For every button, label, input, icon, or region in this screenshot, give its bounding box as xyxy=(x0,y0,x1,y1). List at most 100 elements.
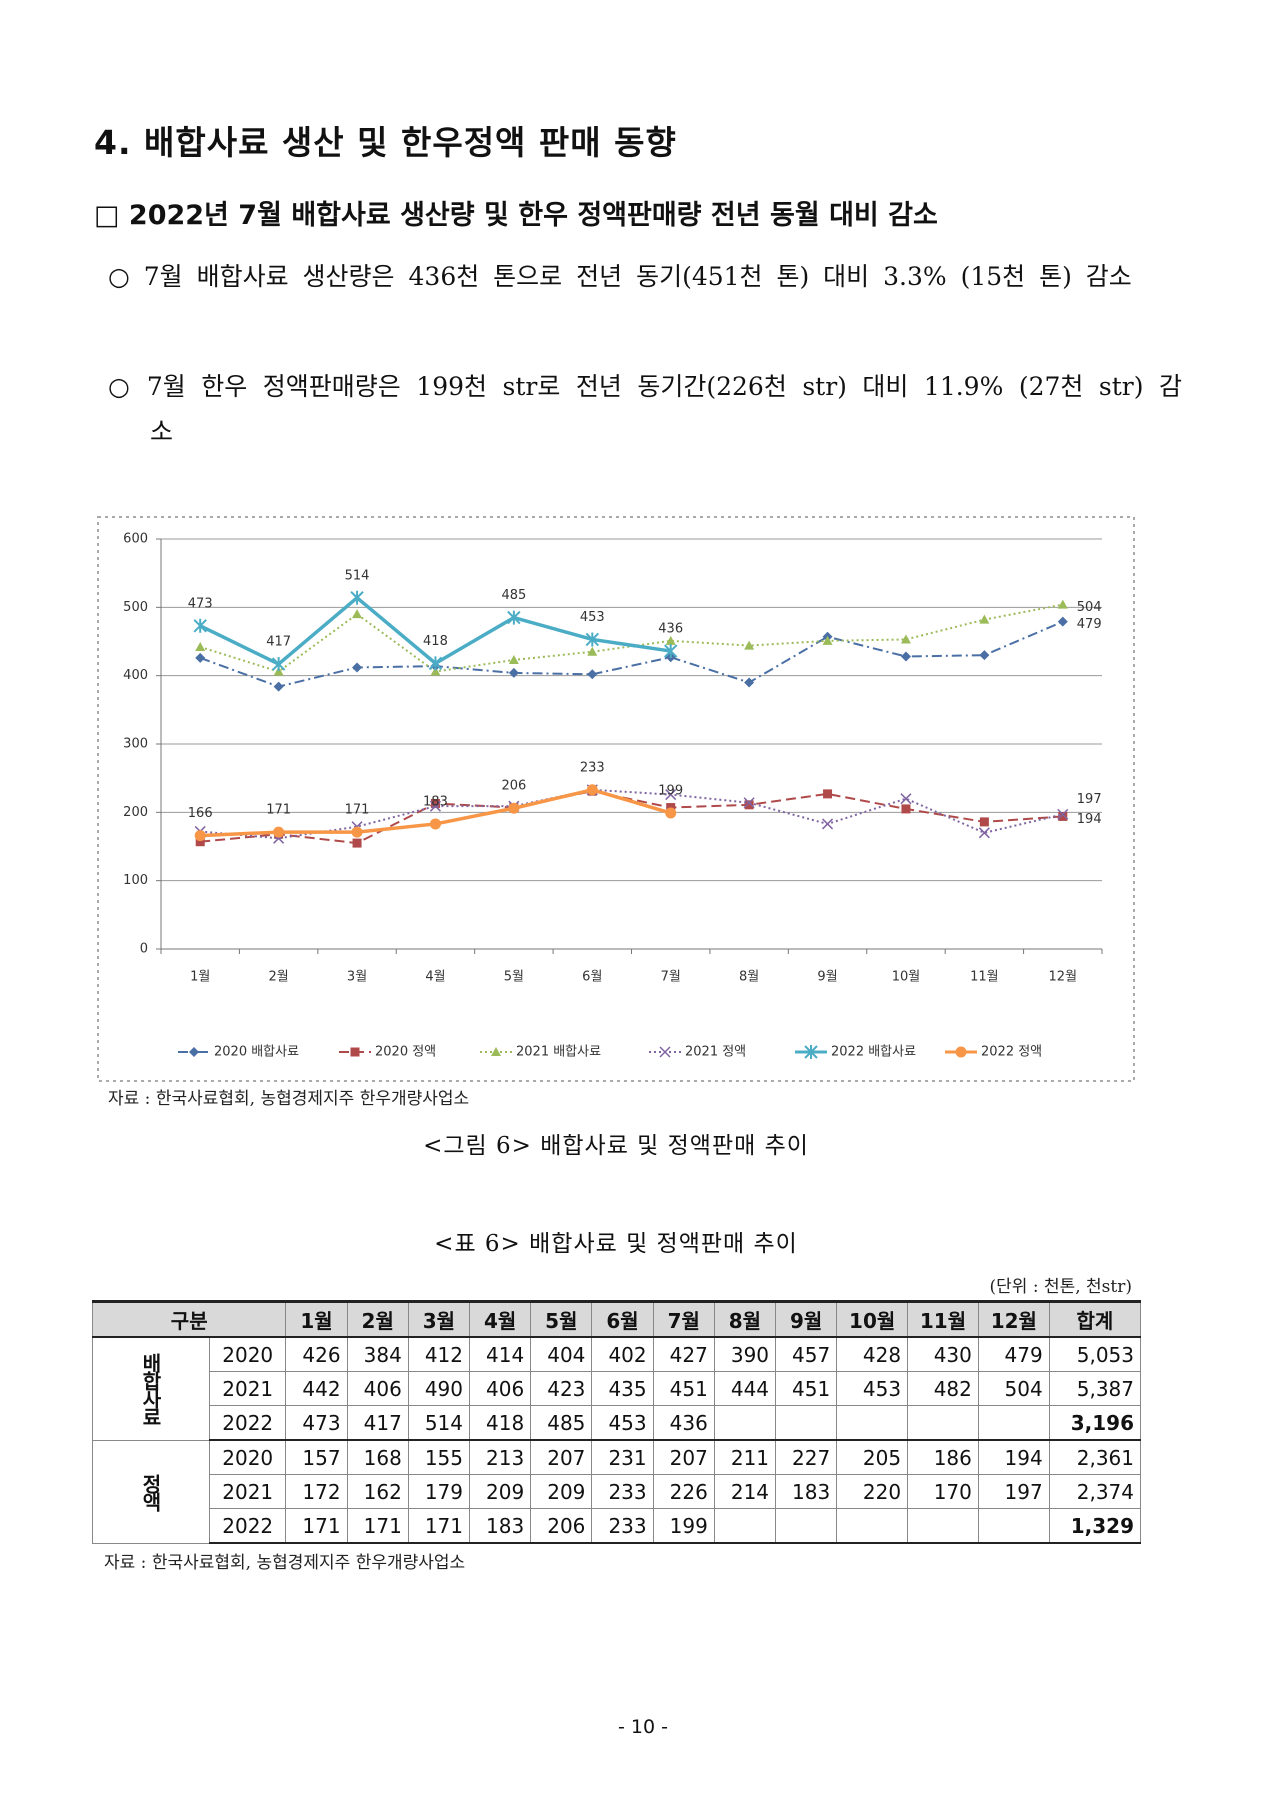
table-cell: 390 xyxy=(713,1336,777,1372)
series-line xyxy=(199,620,1064,688)
marker xyxy=(665,789,677,801)
header-cell: 8월 xyxy=(713,1300,777,1338)
marker xyxy=(900,793,912,805)
marker xyxy=(193,618,207,633)
data-label: 485 xyxy=(501,588,526,603)
table-cell: 457 xyxy=(775,1336,838,1372)
marker xyxy=(900,634,911,644)
table-cell: 209 xyxy=(469,1474,532,1509)
empty-cell xyxy=(836,1508,909,1544)
data-label: 206 xyxy=(501,779,526,794)
table-cell: 170 xyxy=(907,1474,979,1509)
empty-cell xyxy=(713,1405,777,1441)
table-cell: 423 xyxy=(530,1371,593,1406)
y-tick-label: 200 xyxy=(123,805,148,820)
marker xyxy=(430,666,441,676)
header-cell: 10월 xyxy=(836,1300,909,1338)
table-cell: 171 xyxy=(285,1508,348,1544)
marker xyxy=(351,826,363,838)
table-cell: 453 xyxy=(836,1371,909,1406)
table-cell: 186 xyxy=(907,1439,979,1475)
table-cell: 199 xyxy=(652,1508,715,1544)
table-cell: 226 xyxy=(652,1474,715,1509)
marker xyxy=(659,1046,671,1058)
year-cell: 2020 xyxy=(208,1336,287,1372)
marker xyxy=(352,838,362,848)
marker xyxy=(1057,808,1069,820)
table-cell: 451 xyxy=(652,1371,715,1406)
legend-label: 2020 배합사료 xyxy=(214,1045,299,1060)
table-cell: 172 xyxy=(285,1474,348,1509)
table-cell: 404 xyxy=(530,1336,593,1372)
table-cell: 233 xyxy=(591,1474,654,1509)
table-cell: 171 xyxy=(346,1508,409,1544)
empty-cell xyxy=(907,1508,979,1544)
table-cell: 485 xyxy=(530,1405,593,1441)
x-tick-label: 1월 xyxy=(190,970,210,985)
year-cell: 2022 xyxy=(208,1405,287,1441)
data-label: 417 xyxy=(266,635,291,650)
table-cell: 227 xyxy=(775,1439,838,1475)
year-cell: 2020 xyxy=(208,1439,287,1475)
data-label: 233 xyxy=(580,760,605,775)
bullet: ○ 7월 한우 정액판매량은 199천 str로 전년 동기간(226천 str… xyxy=(108,372,1182,446)
marker xyxy=(1058,811,1068,821)
table-cell: 2,361 xyxy=(1048,1439,1142,1475)
marker xyxy=(352,609,363,619)
table-cell: 5,053 xyxy=(1048,1336,1142,1372)
table-cell: 412 xyxy=(407,1336,471,1372)
table-row: 2022 473 417 514 418 485 453 436 3,196 xyxy=(93,1405,1142,1441)
table-cell: 231 xyxy=(591,1439,654,1475)
series-line xyxy=(200,790,1063,845)
legend-label: 2021 정액 xyxy=(685,1045,746,1060)
x-tick-label: 8월 xyxy=(739,970,759,985)
table-cell: 157 xyxy=(285,1439,348,1475)
data-label: 171 xyxy=(266,803,291,818)
y-tick-label: 400 xyxy=(123,668,148,683)
table-cell: 430 xyxy=(907,1336,979,1372)
marker xyxy=(743,797,755,809)
year-cell: 2022 xyxy=(208,1508,287,1544)
table-cell: 384 xyxy=(346,1336,409,1372)
table-cell: 211 xyxy=(713,1439,777,1475)
marker xyxy=(195,641,206,651)
data-label: 199 xyxy=(658,784,683,799)
data-label: 453 xyxy=(580,610,605,625)
marker xyxy=(822,818,834,830)
x-tick-label: 9월 xyxy=(817,970,837,985)
marker xyxy=(350,1047,360,1057)
year-cell: 2021 xyxy=(208,1474,287,1509)
marker xyxy=(508,667,519,678)
x-tick-label: 10월 xyxy=(892,970,921,985)
marker xyxy=(429,818,441,830)
marker xyxy=(430,798,440,808)
table-cell: 3,196 xyxy=(1048,1405,1142,1441)
table-cell: 233 xyxy=(591,1508,654,1544)
empty-cell xyxy=(836,1405,909,1441)
table-cell: 183 xyxy=(775,1474,838,1509)
table-unit: (단위 : 천톤, 천str) xyxy=(989,1277,1133,1297)
marker xyxy=(585,632,599,647)
x-tick-label: 12월 xyxy=(1049,970,1078,985)
data-label: 171 xyxy=(345,803,370,818)
marker xyxy=(508,654,519,664)
table-cell: 179 xyxy=(407,1474,471,1509)
marker xyxy=(1057,616,1068,627)
marker xyxy=(586,784,598,796)
data-label: 473 xyxy=(188,596,213,611)
table-row: 2022 171 171 171 183 206 233 199 1,329 xyxy=(93,1508,1142,1544)
table-cell: 402 xyxy=(591,1336,654,1372)
table-cell: 514 xyxy=(407,1405,471,1441)
header-cell: 12월 xyxy=(977,1300,1050,1338)
marker xyxy=(664,644,678,659)
x-tick-label: 5월 xyxy=(504,970,524,985)
marker xyxy=(195,837,205,847)
marker xyxy=(194,830,206,842)
marker xyxy=(978,827,990,839)
x-tick-label: 2월 xyxy=(269,970,289,985)
bullet: ○ 7월 배합사료 생산량은 436천 톤으로 전년 동기(451천 톤) 대비… xyxy=(108,262,1132,291)
series-line xyxy=(199,603,1063,673)
y-tick-label: 300 xyxy=(123,737,148,752)
y-tick-label: 0 xyxy=(140,942,148,957)
chart-frame xyxy=(97,516,1135,1082)
